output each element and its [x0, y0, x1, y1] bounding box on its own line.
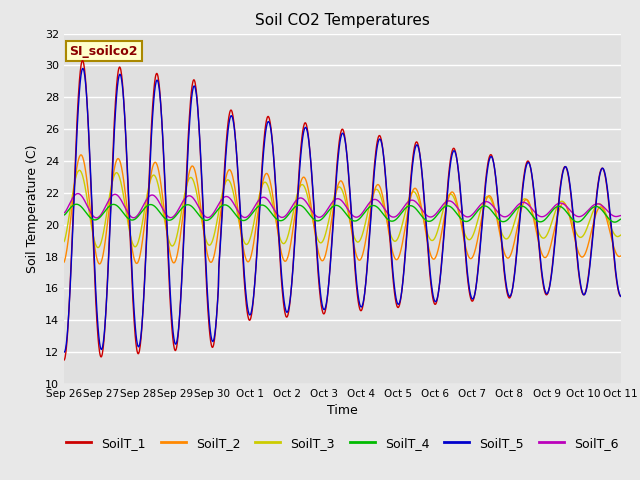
X-axis label: Time: Time — [327, 405, 358, 418]
Y-axis label: Soil Temperature (C): Soil Temperature (C) — [26, 144, 39, 273]
Text: SI_soilco2: SI_soilco2 — [70, 45, 138, 58]
Legend: SoilT_1, SoilT_2, SoilT_3, SoilT_4, SoilT_5, SoilT_6: SoilT_1, SoilT_2, SoilT_3, SoilT_4, Soil… — [61, 432, 623, 455]
Title: Soil CO2 Temperatures: Soil CO2 Temperatures — [255, 13, 430, 28]
